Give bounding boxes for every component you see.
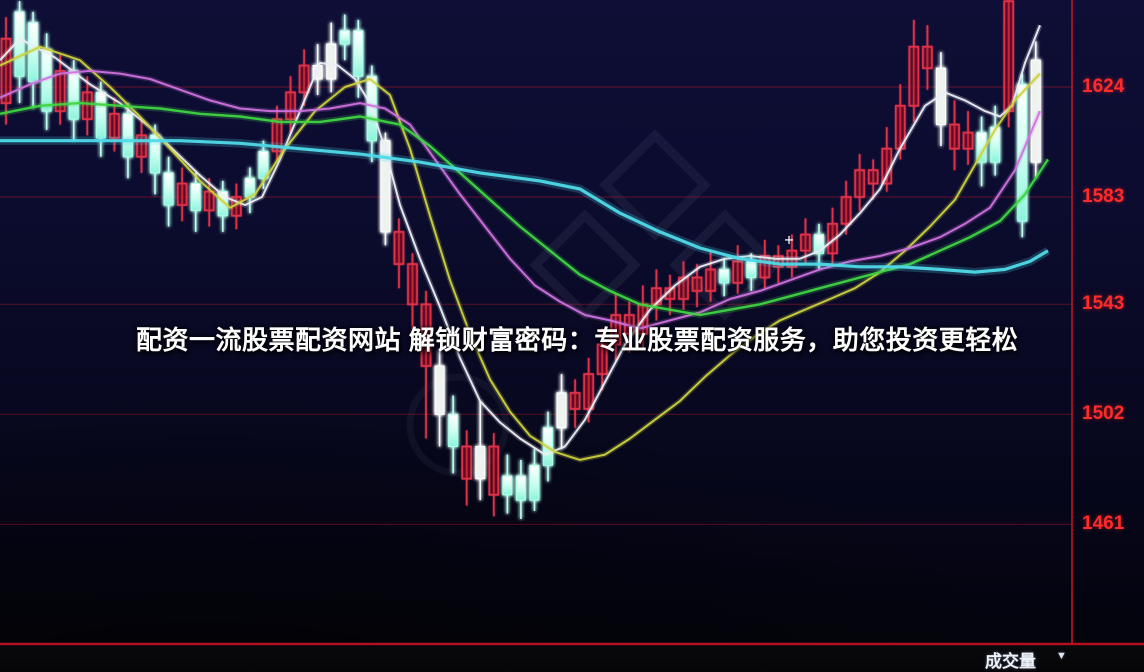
point-marker xyxy=(785,235,793,244)
candle-body xyxy=(732,260,744,284)
candle-body xyxy=(326,43,337,80)
candle-body xyxy=(190,183,201,211)
candle-body xyxy=(285,91,296,120)
candle-body xyxy=(312,65,323,80)
candle-body xyxy=(203,190,215,212)
candle-body xyxy=(475,446,486,480)
watermark-diamond xyxy=(529,209,641,321)
candle-body xyxy=(68,70,79,120)
candle-body xyxy=(949,123,960,150)
candle-body xyxy=(867,169,879,185)
candle-body xyxy=(176,182,188,206)
candle-body xyxy=(800,233,811,252)
candle-body xyxy=(556,392,567,429)
volume-panel: 成交量 ▼ xyxy=(0,646,1144,672)
candle-body xyxy=(82,91,93,120)
candle-body xyxy=(529,464,540,501)
candle-body xyxy=(705,268,716,292)
candle-body xyxy=(136,134,147,158)
candle-body xyxy=(583,373,594,410)
candle-body xyxy=(678,276,689,300)
candle-body xyxy=(353,30,364,77)
candle-body xyxy=(461,445,473,480)
candle-body xyxy=(840,196,852,225)
moving-average-lines xyxy=(0,24,1051,463)
candle-body xyxy=(691,276,703,292)
candle-body xyxy=(339,30,350,45)
candle-body xyxy=(759,255,771,279)
candle-body xyxy=(258,150,269,179)
candle-body xyxy=(515,475,526,501)
candle-body xyxy=(990,126,1001,163)
candle-body xyxy=(434,365,445,415)
candle-body xyxy=(448,413,459,448)
ma-line-MA60 xyxy=(0,139,1049,274)
candle-body xyxy=(908,45,920,107)
candle-body xyxy=(596,343,608,375)
candle-body xyxy=(420,303,432,367)
candle-body xyxy=(488,445,500,496)
candle-body xyxy=(271,118,283,153)
candle-body xyxy=(922,45,933,70)
candle-body xyxy=(1030,59,1041,163)
candle-body xyxy=(407,263,418,306)
chevron-down-icon[interactable]: ▼ xyxy=(1056,650,1067,662)
candle-body xyxy=(935,67,946,126)
candle-body xyxy=(569,392,581,410)
ma-line-glow-MA5 xyxy=(0,24,1043,458)
candles-group xyxy=(0,0,1041,519)
candle-body xyxy=(393,231,405,265)
candle-body xyxy=(854,169,865,198)
candle-body xyxy=(217,191,228,217)
candle-body xyxy=(298,64,310,94)
ma-line-MA10 xyxy=(0,45,1041,461)
candle-body xyxy=(0,37,12,104)
headline-text: 配资一流股票配资网站 解锁财富密码：专业股票配资服务，助您投资更轻松 xyxy=(136,325,1019,355)
candle-body xyxy=(719,268,730,284)
candle-body xyxy=(122,113,133,158)
watermark-circle xyxy=(406,373,510,477)
ma-line-MA20 xyxy=(0,69,1041,330)
candle-body xyxy=(54,70,66,112)
ma-line-MA5 xyxy=(0,24,1041,456)
candle-body xyxy=(610,314,622,346)
candle-body xyxy=(163,172,174,206)
candle-body xyxy=(814,234,824,254)
candle-body xyxy=(502,475,513,496)
candle-body xyxy=(150,134,161,174)
candle-body xyxy=(380,140,391,233)
candle-body xyxy=(1003,0,1015,112)
candle-body xyxy=(95,91,106,139)
candle-body xyxy=(773,255,784,268)
candle-body xyxy=(109,113,120,139)
candle-body xyxy=(962,131,974,150)
volume-label: 成交量 xyxy=(985,652,1036,671)
watermark-diamond xyxy=(599,129,711,241)
candle-body xyxy=(827,223,838,255)
